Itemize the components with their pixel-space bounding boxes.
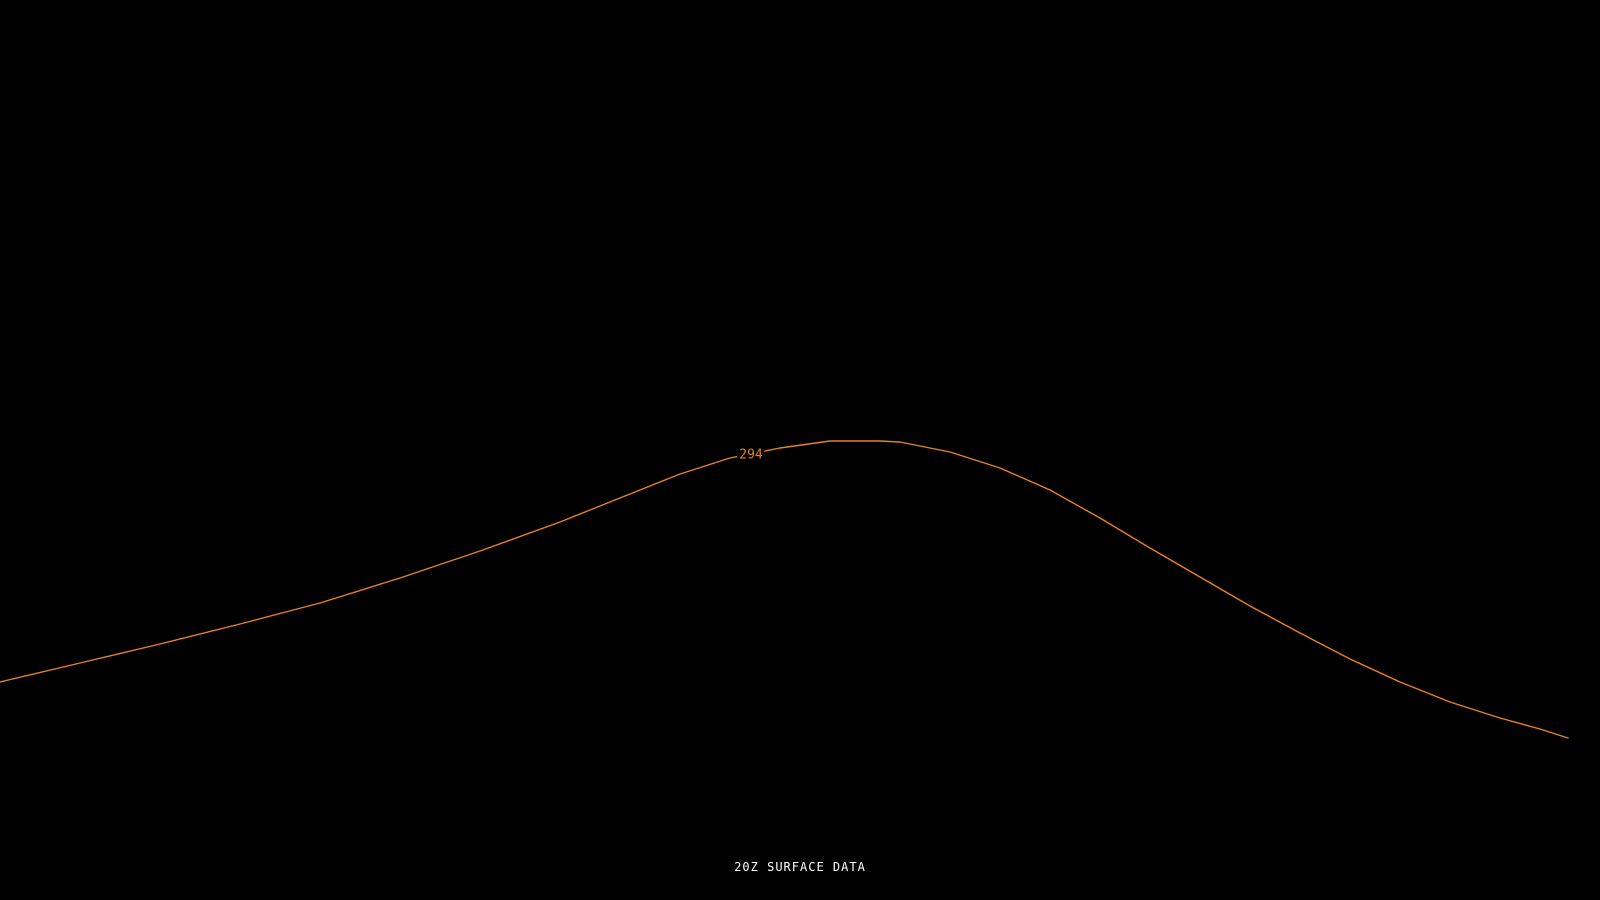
contour-label-294: 294 (737, 447, 765, 463)
contour-line-294 (0, 440, 1569, 739)
caption-text: 20Z SURFACE DATA (734, 860, 866, 874)
